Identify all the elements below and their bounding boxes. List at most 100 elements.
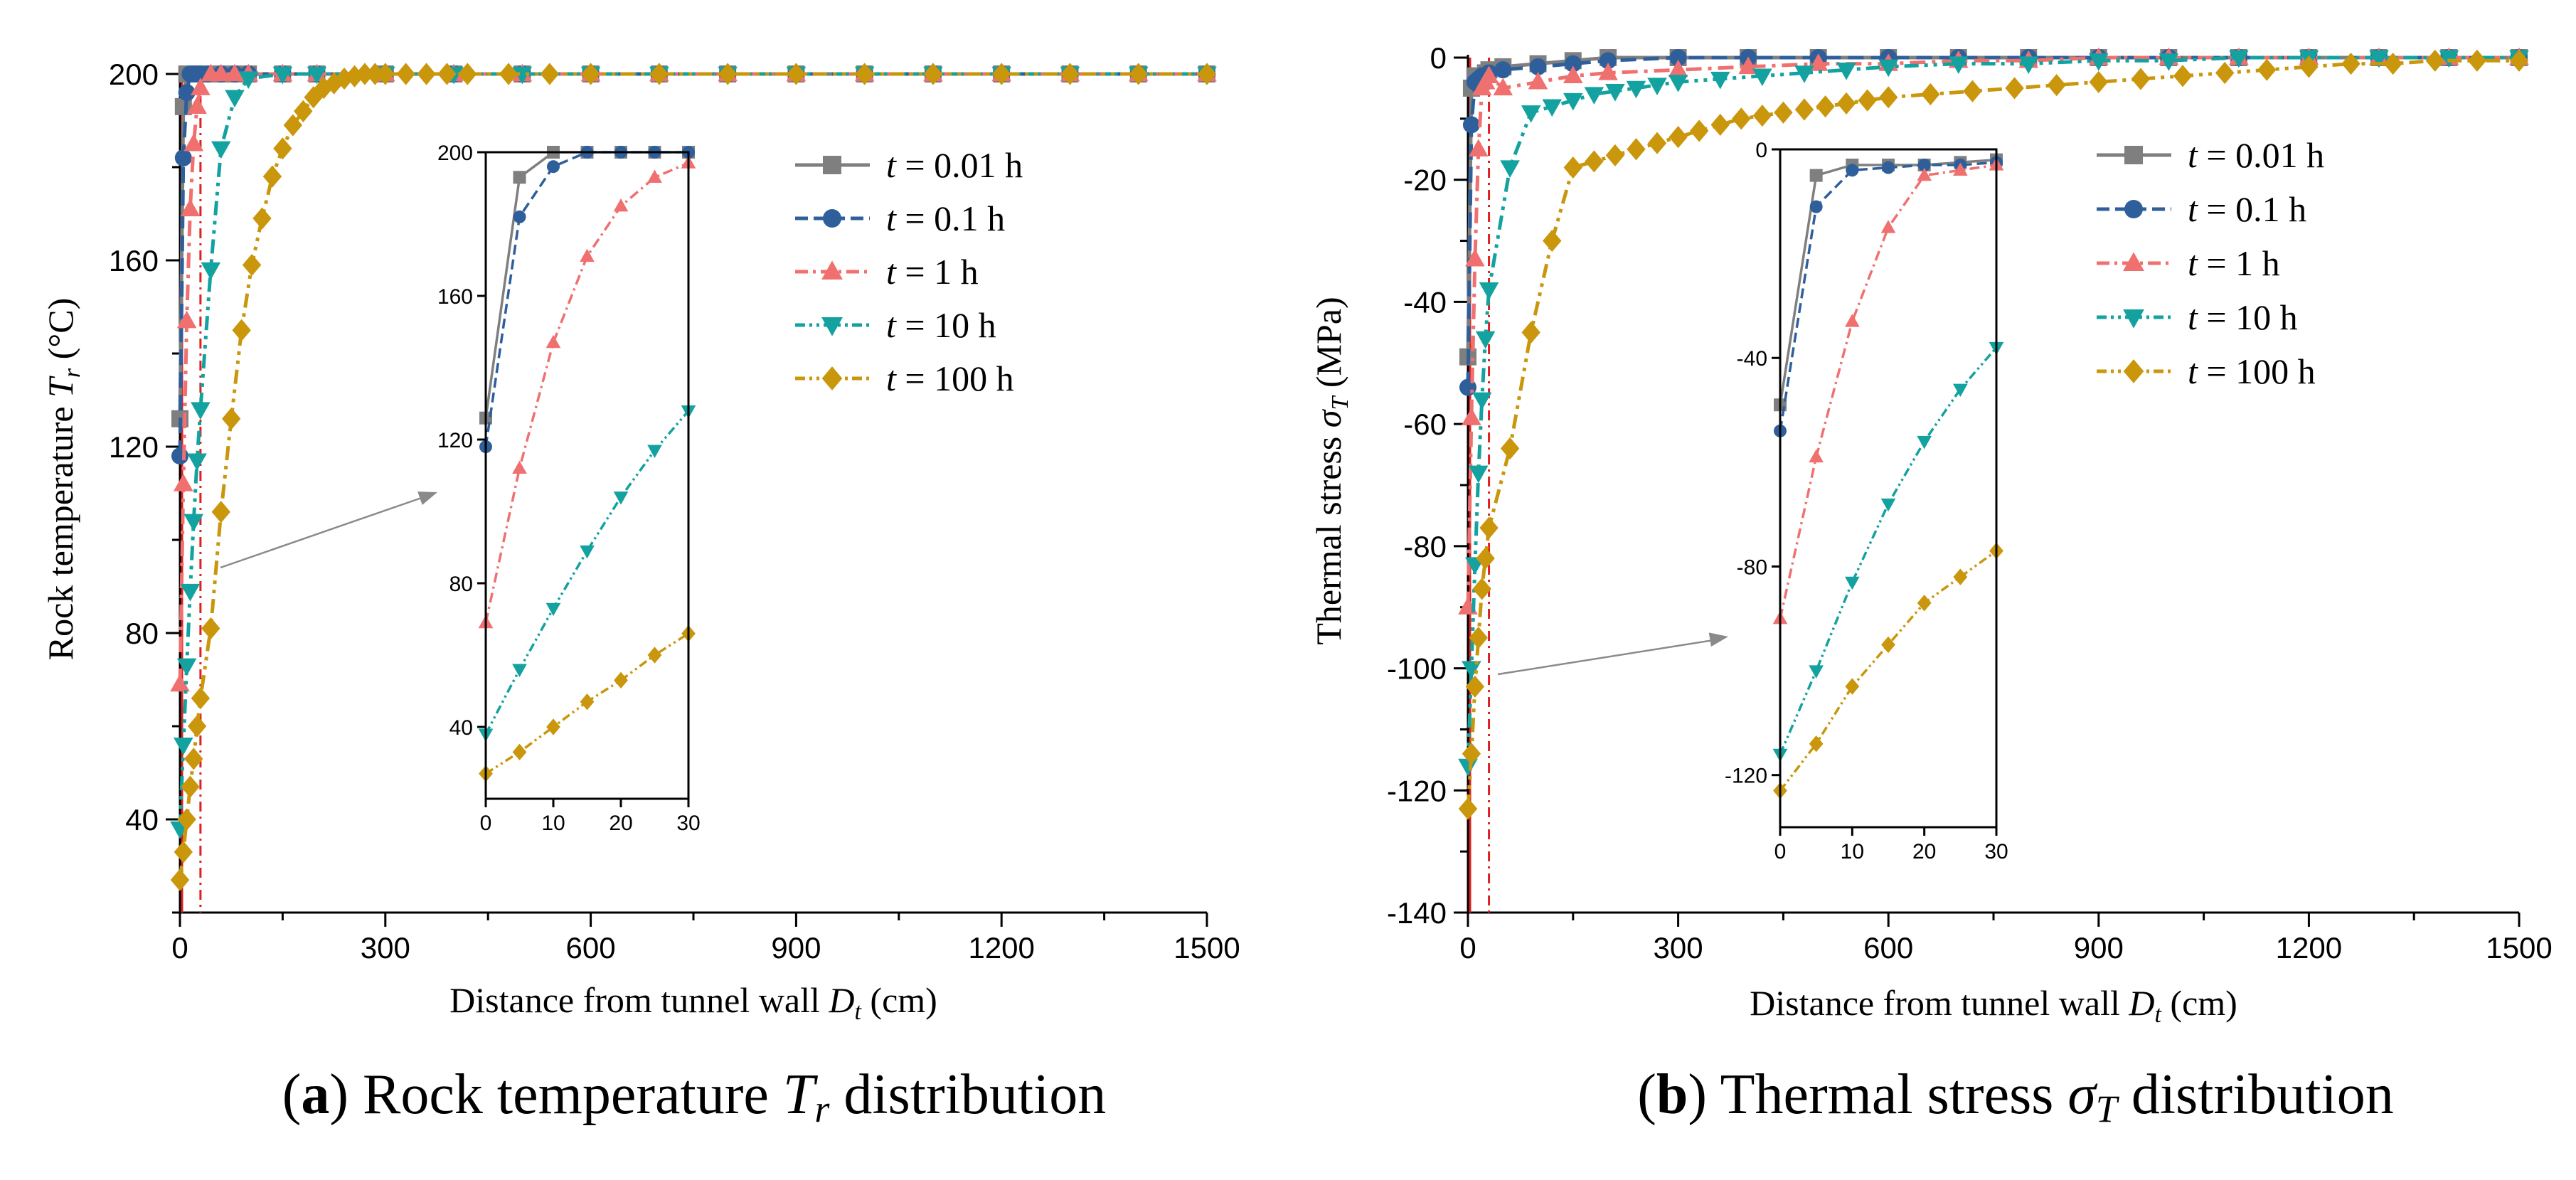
- inset-data-point: [647, 169, 662, 183]
- data-point: [174, 149, 192, 166]
- data-point: [211, 501, 230, 523]
- caption-letter: b: [1656, 1063, 1688, 1126]
- y-tick-label: -40: [1403, 285, 1447, 319]
- y-tick-label: 0: [1430, 41, 1447, 75]
- inset-series-2: [1772, 157, 2004, 624]
- data-point: [1521, 105, 1541, 123]
- data-point: [1858, 89, 1877, 112]
- x-tick-label: 600: [1863, 931, 1913, 964]
- data-point: [1563, 65, 1583, 83]
- inset-data-point: [1952, 383, 1968, 398]
- panel-caption: (a) Rock temperature Tr distribution: [282, 1063, 1107, 1130]
- inset-data-point: [1809, 449, 1824, 463]
- inset-y-tick-label: -40: [1737, 347, 1767, 371]
- y-axis-title: Thermal stress σT (MPa): [1309, 297, 1353, 644]
- data-point: [272, 66, 293, 85]
- x-tick-label: 300: [1654, 931, 1703, 964]
- data-point: [2467, 49, 2487, 72]
- data-point: [355, 63, 375, 85]
- data-point: [2341, 52, 2361, 75]
- panel-a: 0 300 600 900 1200 1500 40 80 120 160 200 0 10 20 30 40…: [41, 58, 1240, 1130]
- y-tick-label: 200: [109, 58, 159, 91]
- legend-entry: t = 10 h: [795, 305, 996, 345]
- data-point: [283, 114, 303, 137]
- x-tick-label: 0: [171, 931, 188, 964]
- series-3: [1458, 50, 2529, 777]
- inset-data-point: [580, 693, 595, 711]
- inset-x-tick-label: 0: [480, 812, 492, 835]
- data-point: [1462, 408, 1481, 425]
- legend-label-rest: = 100 h: [2198, 351, 2316, 391]
- legend-label: t = 0.1 h: [886, 198, 1005, 238]
- inset-data-point: [613, 491, 629, 505]
- data-point: [1585, 150, 1604, 173]
- data-point: [294, 100, 313, 122]
- series-4: [170, 63, 1217, 891]
- inset-series-3: [478, 405, 696, 742]
- legend-swatch-marker: [2124, 200, 2143, 218]
- data-point: [366, 63, 385, 85]
- inset-data-point: [545, 334, 561, 349]
- data-point: [2215, 61, 2235, 85]
- inset-data-point: [1809, 735, 1824, 753]
- data-point: [1668, 126, 1688, 149]
- y-axis-title-sub: r: [59, 368, 85, 378]
- caption-sub: r: [814, 1088, 830, 1130]
- legend-label-t: t: [2188, 297, 2198, 337]
- panel-b: 0 300 600 900 1200 15000-20-40-60-80-100-120-…: [1309, 41, 2553, 1130]
- legend-label-t: t: [886, 305, 897, 345]
- inset-data-point: [1917, 158, 1931, 171]
- legend-entry: t = 100 h: [2097, 351, 2316, 391]
- inset-x-tick-label: 20: [609, 812, 632, 835]
- data-point: [191, 402, 211, 420]
- legend-label: t = 1 h: [2188, 243, 2280, 283]
- inset-chart: 0 10 20 30 40 80 120 160 200: [437, 142, 701, 835]
- data-point: [1879, 86, 1898, 109]
- legend-label: t = 100 h: [2188, 351, 2316, 391]
- caption-tail: distribution: [829, 1063, 1106, 1126]
- data-point: [1462, 116, 1480, 134]
- data-point: [1479, 516, 1499, 539]
- data-point: [174, 841, 193, 863]
- data-point: [273, 137, 292, 160]
- data-point: [1963, 80, 1982, 102]
- inset-data-point: [547, 160, 560, 174]
- data-point: [2089, 53, 2109, 71]
- legend-swatch-marker: [2123, 309, 2144, 329]
- series-line: [178, 72, 1207, 419]
- legend-swatch-marker: [2124, 146, 2143, 164]
- inset-data-point: [546, 718, 560, 735]
- inset-y-tick-label: 120: [437, 429, 473, 452]
- data-point: [437, 63, 457, 85]
- inset-data-point: [1917, 595, 1932, 612]
- data-point: [211, 63, 231, 82]
- data-point: [176, 658, 197, 676]
- data-point: [1564, 55, 1582, 73]
- data-point: [180, 583, 201, 602]
- data-point: [178, 84, 196, 102]
- legend-entry: t = 10 h: [2097, 297, 2298, 337]
- legend-label: t = 10 h: [2188, 297, 2298, 337]
- data-point: [923, 63, 943, 85]
- data-point: [512, 66, 533, 85]
- data-point: [1458, 758, 1478, 777]
- data-point: [1479, 65, 1499, 83]
- data-point: [1479, 282, 1499, 300]
- data-point: [540, 63, 560, 85]
- legend-label: t = 1 h: [886, 252, 979, 292]
- inset-y-tick-label: 0: [1755, 139, 1767, 162]
- data-point: [1471, 392, 1492, 410]
- zoom-arrow: [220, 493, 432, 569]
- data-point: [1921, 83, 1940, 106]
- data-point: [1878, 59, 1898, 78]
- data-point: [180, 198, 201, 217]
- legend-label-rest: = 1 h: [896, 252, 979, 292]
- data-point: [170, 868, 190, 891]
- inset-y-tick-label: 160: [437, 285, 473, 309]
- y-axis-title-symbol: σ: [1309, 408, 1348, 427]
- y-tick-label: 80: [125, 617, 159, 650]
- data-point: [176, 310, 197, 329]
- data-point: [174, 738, 193, 755]
- zoom-arrow-head: [1708, 632, 1728, 647]
